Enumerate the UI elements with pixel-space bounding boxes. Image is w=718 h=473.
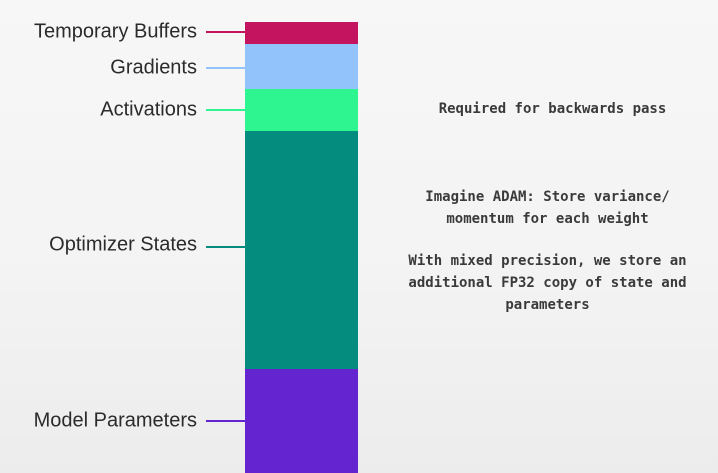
segment-gradients bbox=[245, 44, 358, 89]
note-optimizer-adam: Imagine ADAM: Store variance/ momentum f… bbox=[425, 189, 670, 227]
connector-activations bbox=[206, 109, 245, 111]
connector-temporary-buffers bbox=[206, 31, 245, 33]
segment-model-parameters bbox=[245, 369, 358, 473]
label-optimizer-states: Optimizer States bbox=[49, 233, 197, 256]
label-activations: Activations bbox=[100, 98, 197, 121]
note-activations: Required for backwards pass bbox=[438, 101, 667, 117]
label-model-parameters: Model Parameters bbox=[33, 409, 197, 432]
segment-activations bbox=[245, 89, 358, 131]
connector-optimizer-states bbox=[206, 246, 245, 248]
label-temporary-buffers: Temporary Buffers bbox=[33, 20, 197, 43]
connector-gradients bbox=[206, 67, 245, 69]
segment-temporary-buffers bbox=[245, 22, 358, 44]
memory-stack bbox=[245, 22, 358, 473]
connector-model-parameters bbox=[206, 420, 245, 422]
segment-optimizer-states bbox=[245, 131, 358, 369]
note-optimizer-mixed-precision: With mixed precision, we store an additi… bbox=[408, 253, 687, 313]
label-gradients: Gradients bbox=[110, 56, 197, 79]
